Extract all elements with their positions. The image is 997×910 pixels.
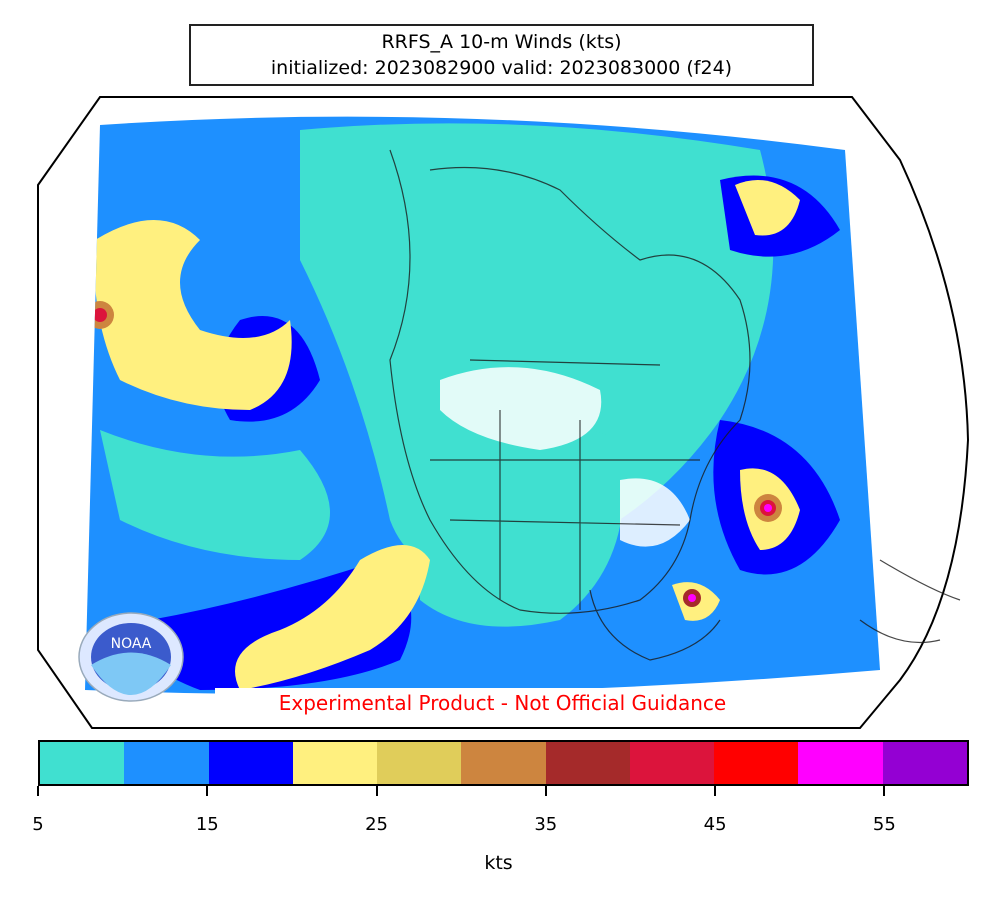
colorbar-tick [375, 786, 378, 796]
colorbar [38, 740, 969, 786]
colorbar-tick-label: 5 [32, 814, 44, 835]
title-box: RRFS_A 10-m Winds (kts) initialized: 202… [189, 24, 814, 86]
logo-text: NOAA [111, 636, 152, 652]
colorbar-segment [208, 742, 293, 784]
colorbar-segment [461, 742, 546, 784]
colorbar-tick-label: 15 [195, 814, 219, 835]
colorbar-segment [882, 742, 967, 784]
colorbar-segment [124, 742, 209, 784]
colorbar-tick [883, 786, 886, 796]
wind-speed-field [85, 116, 880, 695]
coastlines [389, 149, 961, 661]
disclaimer-text: Experimental Product - Not Official Guid… [215, 688, 790, 718]
colorbar-segment [629, 742, 715, 784]
colorbar-segment [714, 742, 799, 784]
title-line-2: initialized: 2023082900 valid: 202308300… [270, 57, 733, 79]
colorbar-tick [544, 786, 547, 796]
colorbar-tick [37, 786, 39, 796]
colorbar-segment [40, 742, 125, 784]
noaa-logo: NOAA [78, 612, 184, 702]
colorbar-tick-label: 55 [872, 814, 896, 835]
colorbar-tick [206, 786, 209, 796]
colorbar-unit-label: kts [484, 852, 513, 874]
colorbar-tick-label: 35 [534, 814, 558, 835]
colorbar-segment [798, 742, 883, 784]
colorbar-segment [545, 742, 630, 784]
colorbar-tick-label: 45 [703, 814, 727, 835]
colorbar-segment [377, 742, 462, 784]
colorbar-segment [292, 742, 378, 784]
title-line-1: RRFS_A 10-m Winds (kts) [381, 31, 622, 53]
colorbar-tick [714, 786, 717, 796]
colorbar-tick-label: 25 [365, 814, 388, 835]
